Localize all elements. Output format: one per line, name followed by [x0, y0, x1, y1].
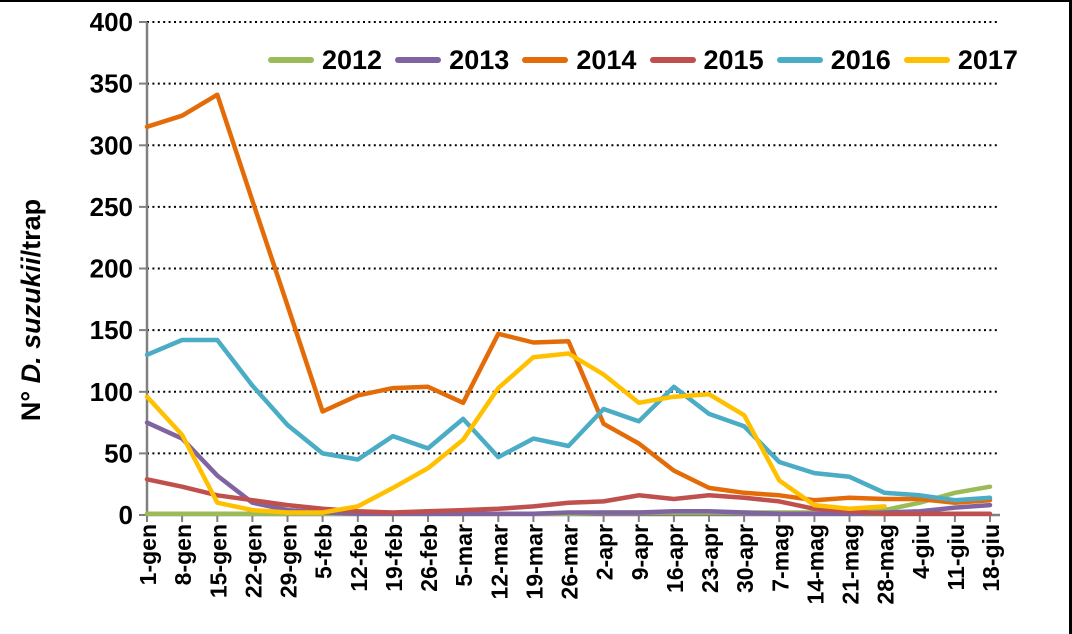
x-tick-label-16-apr: 16-apr — [662, 524, 688, 593]
legend-item-2012: 2012 — [268, 45, 382, 75]
y-tick-label-250: 250 — [90, 192, 133, 222]
legend-item-2015: 2015 — [649, 45, 764, 75]
legend-swatch-2014 — [522, 57, 569, 63]
x-axis-labels: 1-gen 8-gen 15-gen 22-gen 29-gen 5-feb 12-feb 1… — [135, 524, 1004, 605]
legend: 2012 2013 2014 2015 2016 2017 — [268, 44, 1018, 76]
series-line-2013 — [144, 420, 993, 517]
x-tick-label-5-mar: 5-mar — [451, 524, 477, 587]
legend-swatch-2012 — [268, 57, 314, 63]
x-tick-label-9-apr: 9-apr — [627, 524, 653, 580]
legend-label-2012: 2012 — [322, 45, 383, 75]
y-tick-label-200: 200 — [90, 254, 133, 284]
y-tick-label-0: 0 — [119, 500, 133, 530]
legend-swatch-2016 — [776, 57, 823, 63]
x-tick-label-26-feb: 26-feb — [416, 524, 442, 592]
x-tick-label-5-feb: 5-feb — [311, 524, 337, 579]
x-tick-label-26-mar: 26-mar — [557, 524, 583, 599]
legend-swatch-2017 — [903, 57, 950, 63]
x-tick-label-12-feb: 12-feb — [346, 524, 372, 592]
x-tick-label-12-mar: 12-mar — [486, 524, 512, 599]
series-lines — [144, 92, 993, 517]
x-tick-label-19-mar: 19-mar — [521, 524, 547, 599]
x-tick-label-1-gen: 1-gen — [135, 524, 161, 585]
legend-item-2014: 2014 — [522, 45, 636, 75]
legend-label-2014: 2014 — [576, 45, 637, 75]
x-tick-label-8-gen: 8-gen — [170, 524, 196, 585]
series-line-2015 — [144, 477, 993, 517]
y-tick-label-100: 100 — [90, 377, 133, 407]
legend-swatch-2015 — [649, 57, 696, 63]
legend-label-2015: 2015 — [703, 45, 764, 75]
y-axis-title: N° D. suzukii/trap — [16, 199, 46, 421]
legend-label-2017: 2017 — [957, 45, 1018, 75]
figure-top-border — [0, 0, 1072, 2]
x-tick-label-7-mag: 7-mag — [767, 524, 793, 592]
y-tick-label-300: 300 — [90, 130, 133, 160]
x-tick-label-29-gen: 29-gen — [276, 524, 302, 598]
x-tick-label-14-mag: 14-mag — [802, 524, 828, 605]
tick-marks — [139, 21, 991, 522]
legend-label-2013: 2013 — [449, 45, 510, 75]
x-tick-label-19-feb: 19-feb — [381, 524, 407, 592]
legend-item-2016: 2016 — [776, 45, 891, 75]
series-line-2016 — [144, 337, 993, 503]
y-tick-label-50: 50 — [104, 438, 133, 468]
y-tick-label-350: 350 — [90, 69, 133, 99]
legend-swatch-2013 — [395, 57, 442, 63]
x-tick-label-2-apr: 2-apr — [592, 524, 618, 580]
y-axis-labels: 0 50 100 150 200 250 300 350 400 — [90, 7, 133, 530]
y-tick-label-150: 150 — [90, 315, 133, 345]
figure-right-border — [1069, 0, 1072, 634]
x-tick-label-11-giu: 11-giu — [943, 524, 969, 590]
x-tick-label-15-gen: 15-gen — [205, 524, 231, 598]
x-tick-label-23-apr: 23-apr — [697, 524, 723, 593]
x-tick-label-18-giu: 18-giu — [978, 524, 1004, 592]
series-line-2014 — [144, 92, 993, 505]
legend-label-2016: 2016 — [830, 45, 891, 75]
series-line-2017 — [144, 351, 887, 515]
gridlines — [147, 21, 1000, 455]
x-tick-label-22-gen: 22-gen — [240, 524, 266, 598]
legend-item-2017: 2017 — [903, 45, 1018, 75]
x-tick-label-21-mag: 21-mag — [838, 524, 864, 605]
x-tick-label-28-mag: 28-mag — [873, 524, 899, 605]
x-tick-label-30-apr: 30-apr — [732, 524, 758, 593]
y-tick-label-400: 400 — [90, 7, 133, 37]
legend-item-2013: 2013 — [395, 45, 509, 75]
x-tick-label-4-giu: 4-giu — [908, 524, 934, 579]
